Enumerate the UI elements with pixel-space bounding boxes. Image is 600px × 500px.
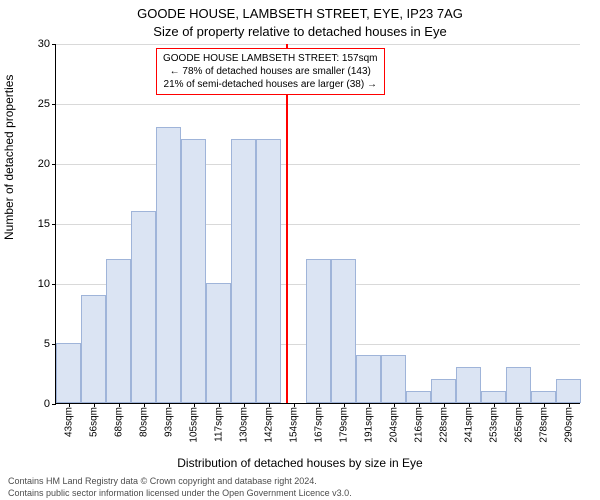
xtick-label: 93sqm: [163, 407, 174, 437]
xtick-label: 154sqm: [288, 407, 299, 443]
gridline: [56, 164, 580, 165]
bar: [556, 379, 581, 403]
bar: [131, 211, 156, 403]
xtick-label: 142sqm: [263, 407, 274, 443]
bar: [56, 343, 81, 403]
bar: [481, 391, 506, 403]
footer-line-2: Contains public sector information licen…: [8, 488, 352, 498]
ytick-label: 15: [38, 218, 50, 230]
bar: [256, 139, 281, 403]
xtick-label: 241sqm: [463, 407, 474, 443]
ytick-mark: [52, 44, 56, 45]
ytick-mark: [52, 224, 56, 225]
xtick-label: 191sqm: [363, 407, 374, 443]
bar: [356, 355, 381, 403]
bar: [406, 391, 431, 403]
xtick-label: 56sqm: [88, 407, 99, 437]
xtick-label: 80sqm: [138, 407, 149, 437]
annotation-line-3: 21% of semi-detached houses are larger (…: [163, 78, 378, 91]
xtick-label: 43sqm: [63, 407, 74, 437]
ytick-mark: [52, 104, 56, 105]
gridline: [56, 44, 580, 45]
bar: [81, 295, 106, 403]
footer-line-1: Contains HM Land Registry data © Crown c…: [8, 476, 317, 486]
gridline: [56, 104, 580, 105]
xtick-label: 204sqm: [388, 407, 399, 443]
bar: [456, 367, 481, 403]
ytick-label: 30: [38, 38, 50, 50]
bar: [156, 127, 181, 403]
x-axis-label: Distribution of detached houses by size …: [0, 456, 600, 470]
ytick-label: 0: [44, 398, 50, 410]
annotation-box: GOODE HOUSE LAMBSETH STREET: 157sqm ← 78…: [156, 48, 385, 95]
bar: [306, 259, 331, 403]
plot-area: 05101520253043sqm56sqm68sqm80sqm93sqm105…: [55, 44, 580, 404]
ytick-label: 10: [38, 278, 50, 290]
ytick-mark: [52, 164, 56, 165]
histogram-chart: GOODE HOUSE, LAMBSETH STREET, EYE, IP23 …: [0, 0, 600, 500]
y-axis-label: Number of detached properties: [2, 75, 16, 240]
xtick-label: 265sqm: [513, 407, 524, 443]
annotation-line-2: ← 78% of detached houses are smaller (14…: [163, 65, 378, 78]
bar: [431, 379, 456, 403]
xtick-label: 228sqm: [438, 407, 449, 443]
bar: [231, 139, 256, 403]
xtick-label: 179sqm: [338, 407, 349, 443]
annotation-line-1: GOODE HOUSE LAMBSETH STREET: 157sqm: [163, 52, 378, 65]
bar: [331, 259, 356, 403]
chart-title-line2: Size of property relative to detached ho…: [0, 24, 600, 39]
ytick-label: 5: [44, 338, 50, 350]
xtick-label: 68sqm: [113, 407, 124, 437]
xtick-label: 278sqm: [538, 407, 549, 443]
xtick-label: 130sqm: [238, 407, 249, 443]
bar: [106, 259, 131, 403]
chart-title-line1: GOODE HOUSE, LAMBSETH STREET, EYE, IP23 …: [0, 6, 600, 21]
bar: [506, 367, 531, 403]
bar: [381, 355, 406, 403]
marker-line: [286, 44, 288, 403]
bar: [181, 139, 206, 403]
ytick-mark: [52, 404, 56, 405]
xtick-label: 216sqm: [413, 407, 424, 443]
xtick-label: 167sqm: [313, 407, 324, 443]
xtick-label: 117sqm: [213, 407, 224, 442]
ytick-label: 20: [38, 158, 50, 170]
bar: [531, 391, 556, 403]
xtick-label: 290sqm: [563, 407, 574, 443]
xtick-label: 105sqm: [188, 407, 199, 443]
bar: [206, 283, 231, 403]
ytick-label: 25: [38, 98, 50, 110]
xtick-label: 253sqm: [488, 407, 499, 443]
ytick-mark: [52, 284, 56, 285]
